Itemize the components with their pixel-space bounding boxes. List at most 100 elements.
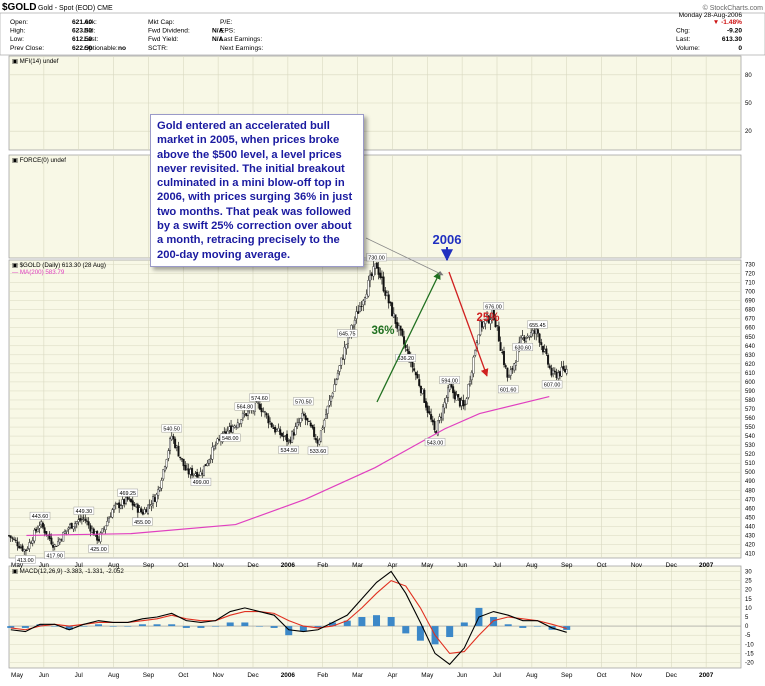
candle-body: [365, 293, 368, 299]
candle-body: [30, 542, 33, 544]
price-point-label: 455.00: [134, 520, 151, 526]
price-tick-label: 720: [745, 272, 756, 278]
candle-body: [65, 529, 68, 532]
candle-body: [333, 384, 336, 392]
price-tick-label: 680: [745, 308, 756, 314]
candle-body: [109, 516, 112, 518]
quote-label: Fwd Dividend:: [148, 28, 190, 35]
month-label: Sep: [143, 672, 155, 679]
candle-body: [131, 500, 134, 506]
candle-body: [391, 302, 394, 317]
candle-body: [89, 525, 92, 532]
candle-body: [324, 414, 327, 419]
macd-tick-label: -10: [745, 642, 754, 648]
price-label-box: [293, 397, 314, 406]
candle-body: [196, 472, 199, 478]
candle-body: [545, 348, 548, 354]
candle-body: [40, 521, 43, 526]
price-label-box: [132, 517, 153, 526]
quote-label: Chg:: [676, 28, 690, 35]
symbol-description: Gold - Spot (EOD) CME: [38, 5, 113, 12]
candle-body: [363, 297, 366, 302]
price-label-box: [73, 506, 95, 515]
candle-body: [431, 419, 434, 423]
price-tick-label: 700: [745, 290, 756, 296]
macd-tick-label: -5: [745, 633, 751, 639]
macd-line: [10, 570, 567, 666]
candle-body: [26, 548, 29, 550]
candle-body: [187, 468, 190, 475]
macd-tick-label: 20: [745, 588, 752, 594]
candle-body: [118, 502, 121, 509]
price-point-label: 417.90: [46, 553, 63, 559]
candle-body: [79, 518, 82, 521]
candle-body: [535, 328, 538, 335]
candle-body: [50, 537, 53, 545]
candle-body: [386, 292, 389, 296]
candle-body: [384, 290, 387, 296]
candle-body: [147, 504, 150, 514]
month-label: Dec: [666, 672, 678, 679]
candle-body: [111, 509, 114, 518]
candle-body: [272, 427, 275, 429]
price-tick-label: 620: [745, 362, 756, 368]
month-label: Sep: [561, 562, 573, 569]
candle-body: [197, 475, 200, 477]
candle-body: [91, 528, 94, 533]
price-tick-label: 530: [745, 443, 756, 449]
candle-body: [543, 349, 546, 352]
quote-label: EPS:: [220, 28, 235, 35]
candle-body: [62, 532, 65, 542]
candle-body: [477, 334, 480, 345]
candle-body: [133, 504, 136, 507]
candle-body: [508, 376, 511, 378]
candle-body: [38, 525, 41, 529]
macd-histogram-bar: [504, 624, 512, 627]
macd-histogram-bar: [182, 626, 190, 628]
candle-body: [155, 494, 158, 503]
candle-body: [263, 411, 266, 413]
candle-body: [514, 362, 517, 366]
price-label-box: [278, 445, 299, 454]
macd-histogram-bar: [138, 624, 146, 627]
quote-value: -9.20: [727, 28, 742, 35]
candle-body: [123, 499, 126, 505]
candle-body: [135, 503, 138, 507]
candle-body: [428, 411, 431, 414]
candle-body: [430, 414, 433, 420]
candle-body: [479, 321, 482, 336]
candle-body: [87, 521, 90, 526]
mfi-tick-label: 80: [745, 73, 752, 79]
candle-body: [211, 446, 214, 460]
price-label-box: [527, 320, 548, 329]
candle-body: [438, 416, 441, 421]
month-label: Dec: [247, 562, 259, 569]
macd-histogram-bar: [270, 626, 278, 628]
candle-body: [184, 465, 187, 471]
quote-label: Last:: [84, 36, 98, 43]
month-label: Jul: [75, 562, 83, 569]
candle-body: [482, 321, 485, 327]
candle-body: [299, 418, 302, 423]
candle-body: [447, 387, 450, 398]
candle-body: [63, 531, 66, 534]
candle-body: [469, 380, 472, 385]
candle-body: [506, 367, 509, 378]
candle-body: [552, 370, 555, 374]
candle-body: [277, 428, 280, 432]
candle-body: [287, 439, 290, 441]
month-label: 2006: [281, 672, 296, 679]
macd-histogram-bar: [109, 626, 117, 627]
candle-body: [564, 368, 567, 372]
candle-body: [124, 496, 127, 504]
candle-body: [558, 371, 561, 377]
candle-body: [269, 421, 272, 424]
candle-body: [562, 366, 565, 370]
macd-histogram-bar: [153, 624, 161, 627]
candle-body: [379, 272, 382, 278]
candle-body: [458, 397, 461, 407]
candle-body: [445, 397, 448, 404]
candle-body: [280, 433, 283, 437]
candle-body: [97, 538, 100, 541]
candle-body: [331, 392, 334, 397]
